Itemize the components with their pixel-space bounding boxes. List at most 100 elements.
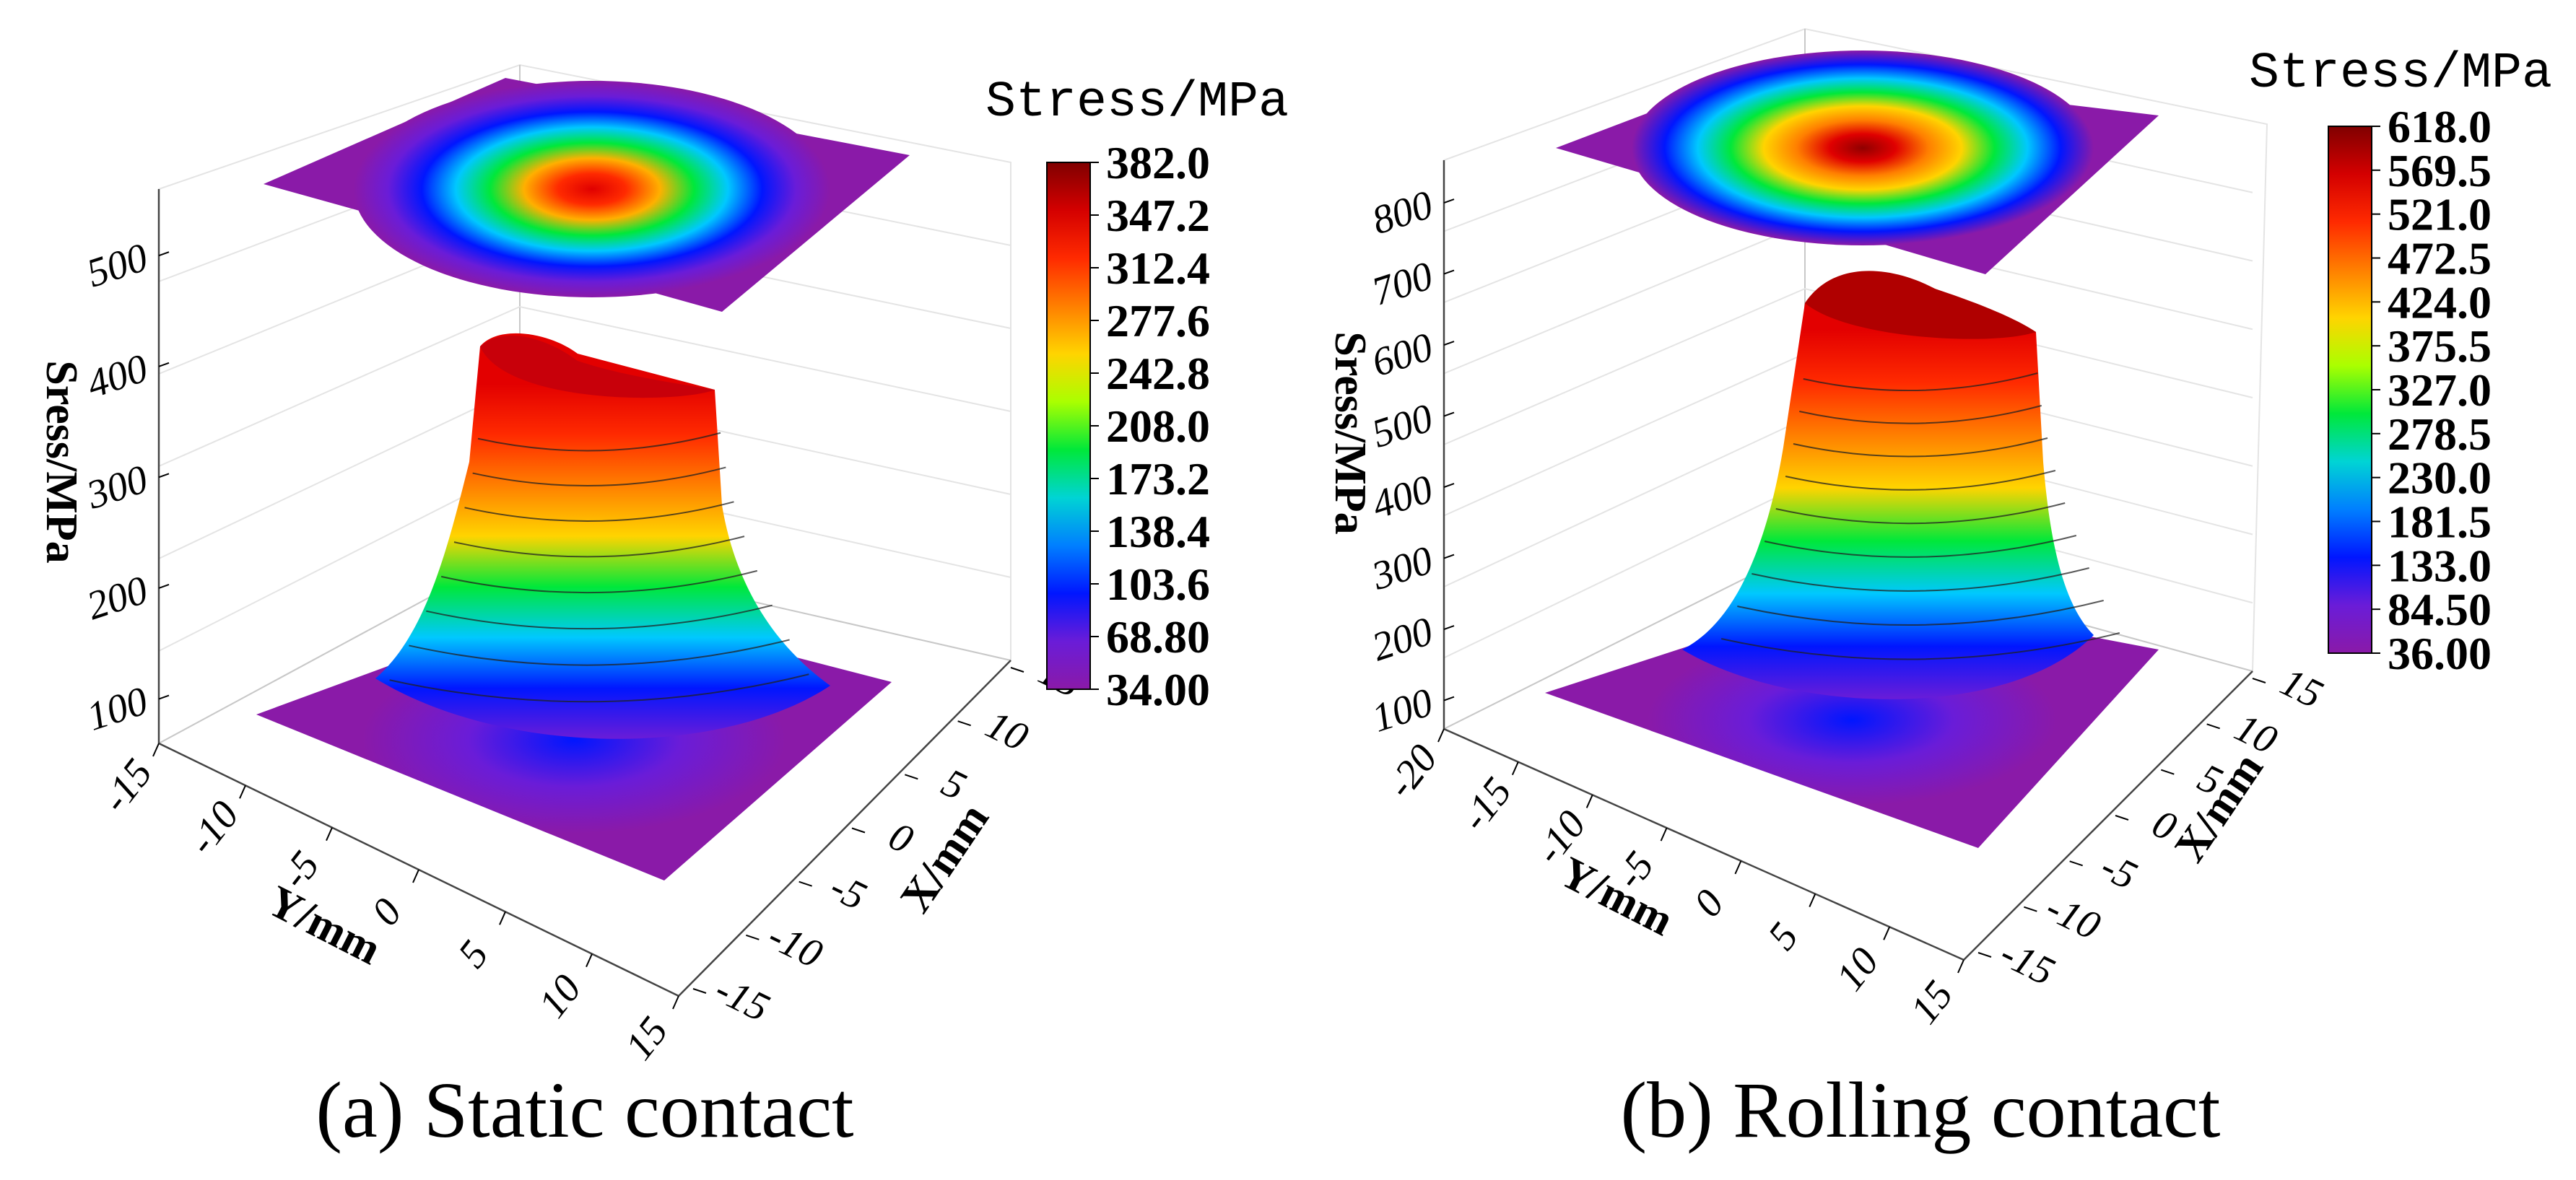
panel-b-contour bbox=[1737, 600, 2104, 626]
panel-a-gridline bbox=[158, 305, 1011, 467]
panel-a-colorbar-label: 68.80 bbox=[1106, 611, 1210, 663]
panel-a-colorbar-label: 347.2 bbox=[1106, 190, 1210, 241]
panel-a-z-ticks: 100 200 300 400 500 bbox=[81, 235, 170, 740]
panel-b-y-tick bbox=[1511, 761, 1519, 776]
panel-a-x-tick-label: -5 bbox=[823, 864, 873, 919]
panel-b-z-tick bbox=[1443, 341, 1455, 346]
panel-b-z-tick bbox=[1443, 696, 1455, 702]
panel-b-colorbar-label: 472.5 bbox=[2388, 233, 2492, 284]
panel-a-x-label: X/mm bbox=[891, 795, 998, 921]
panel-a-x-tick bbox=[1010, 667, 1024, 673]
panel-a-contour bbox=[426, 604, 773, 630]
panel-a-colorbar bbox=[1046, 162, 1091, 690]
panel-a-y-tick bbox=[412, 869, 419, 883]
panel-b-z-tick bbox=[1443, 269, 1455, 275]
panel-a-y-tick-label: 10 bbox=[530, 966, 590, 1026]
panel-b-floor-left bbox=[1443, 548, 1806, 730]
panel-a-x-tick bbox=[851, 827, 866, 834]
panel-a-y-tick bbox=[239, 785, 246, 799]
panel-b-colorbar-label: 569.5 bbox=[2388, 145, 2492, 196]
panel-a-x-tick bbox=[905, 774, 918, 780]
panel-a-y-tick-label: 15 bbox=[617, 1009, 676, 1068]
panel-a-projection-contour bbox=[354, 81, 830, 297]
panel-b-projection-contour bbox=[1632, 51, 2094, 245]
panel-b-contour bbox=[1793, 437, 2048, 458]
panel-b-y-tick bbox=[1957, 959, 1964, 974]
panel-b-x-tick-label: 15 bbox=[2273, 660, 2330, 717]
panel-a-x-tick-label: 0 bbox=[882, 813, 920, 862]
panel-b-z-tick-label: 300 bbox=[1366, 538, 1438, 599]
panel-a-z-tick-label: 400 bbox=[82, 346, 153, 407]
panel-b-caption: (b) Rolling contact bbox=[1621, 1066, 2221, 1154]
panel-a-contour bbox=[409, 639, 790, 666]
panel-a-contour bbox=[440, 569, 758, 594]
panel-b-x-tick bbox=[1977, 952, 1992, 958]
panel-a-contour bbox=[389, 673, 809, 703]
panel-b-y-tick-label: 15 bbox=[1902, 973, 1962, 1032]
panel-b-z-tick bbox=[1443, 483, 1455, 489]
panel-b-contour-lines bbox=[1720, 372, 2120, 660]
panel-b-z-tick-label: 800 bbox=[1367, 182, 1438, 243]
panel-b-colorbar-label: 375.5 bbox=[2388, 320, 2492, 372]
panel-b-z-tick-label: 700 bbox=[1367, 253, 1438, 315]
panel-a-contour bbox=[477, 432, 721, 452]
panel-b-y-tick-label: 0 bbox=[1685, 882, 1733, 925]
panel-b-y-tick bbox=[1734, 860, 1742, 875]
panel-b-colorbar-label: 133.0 bbox=[2388, 540, 2492, 591]
panel-a-y-tick bbox=[586, 953, 593, 968]
panel-a-x-tick bbox=[799, 880, 812, 887]
panel-a-y-tick-label: 5 bbox=[450, 932, 497, 976]
panel-b-colorbar-label: 181.5 bbox=[2388, 497, 2492, 548]
panel-a-z-tick bbox=[158, 694, 170, 700]
panel-a-stress-peak bbox=[375, 333, 830, 739]
panel-a-y-tick-label: -15 bbox=[92, 751, 161, 821]
panel-b-contour bbox=[1764, 535, 2077, 558]
panel-a-x-tick-label: -15 bbox=[708, 967, 776, 1031]
panel-b-x-tick bbox=[2161, 769, 2175, 775]
panel-b-colorbar-label: 84.50 bbox=[2388, 584, 2492, 635]
panel-a-x-tick bbox=[692, 988, 707, 994]
panel-a-colorbar-label: 208.0 bbox=[1106, 401, 1210, 452]
panel-a-colorbar-label: 242.8 bbox=[1106, 348, 1210, 399]
panel-a-contour bbox=[464, 501, 734, 523]
panel-a-z-tick bbox=[158, 584, 170, 589]
panel-b-colorbar-title: Stress/MPa bbox=[2249, 45, 2552, 102]
panel-b-y-tick bbox=[1585, 795, 1593, 808]
panel-a-x-tick-label: 10 bbox=[979, 702, 1035, 760]
panel-b-x-tick-label: -5 bbox=[2094, 844, 2144, 899]
panel-b-colorbar-label: 424.0 bbox=[2388, 276, 2492, 328]
panel-a-colorbar-ticks: 382.0347.2312.4277.6242.8208.0173.2138.4… bbox=[1090, 137, 1210, 715]
panel-a-y-tick bbox=[152, 743, 160, 757]
panel-b-colorbar-label: 36.00 bbox=[2388, 628, 2492, 679]
panel-b-colorbar-label: 278.5 bbox=[2388, 408, 2492, 460]
panel-a-z-tick bbox=[158, 473, 170, 478]
panel-a-colorbar-title: Stress/MPa bbox=[985, 74, 1289, 131]
panel-b-colorbar-ticks: 618.0569.5521.0472.5424.0375.5327.0278.5… bbox=[2372, 101, 2492, 679]
panel-b-contour bbox=[1775, 502, 2066, 525]
panel-b-colorbar-label: 230.0 bbox=[2388, 453, 2492, 504]
panel-b-z-tick-label: 400 bbox=[1367, 466, 1438, 528]
panel-a-y-label: Y/mm bbox=[260, 876, 388, 974]
panel-a-z-tick-label: 300 bbox=[81, 457, 153, 518]
panel-b-z-label: Sress/MPa bbox=[1326, 331, 1375, 534]
panel-a-z-tick-label: 100 bbox=[82, 678, 153, 740]
panel-a-colorbar-label: 173.2 bbox=[1106, 453, 1210, 504]
panel-b-colorbar-label: 618.0 bbox=[2388, 101, 2492, 152]
panel-a-colorbar-label: 34.00 bbox=[1106, 664, 1210, 715]
panel-b-contour bbox=[1785, 470, 2056, 491]
panel-a-z-tick bbox=[158, 362, 170, 367]
panel-b-colorbar-label: 327.0 bbox=[2388, 364, 2492, 416]
panel-b-x-label: X/mm bbox=[2165, 744, 2273, 870]
panel-a-y-tick bbox=[672, 995, 679, 1010]
panel-a-caption: (a) Static contact bbox=[316, 1066, 853, 1154]
panel-b-peak-top bbox=[1805, 271, 2036, 339]
panel-a-x-tick bbox=[957, 720, 971, 727]
panel-a-x-axis bbox=[678, 660, 1011, 997]
panel-b-y-tick-label: -20 bbox=[1378, 736, 1446, 806]
panel-b-y-tick bbox=[1660, 827, 1668, 842]
panel-b-y-tick bbox=[1437, 728, 1445, 743]
panel-a-contour-lines bbox=[389, 432, 809, 703]
